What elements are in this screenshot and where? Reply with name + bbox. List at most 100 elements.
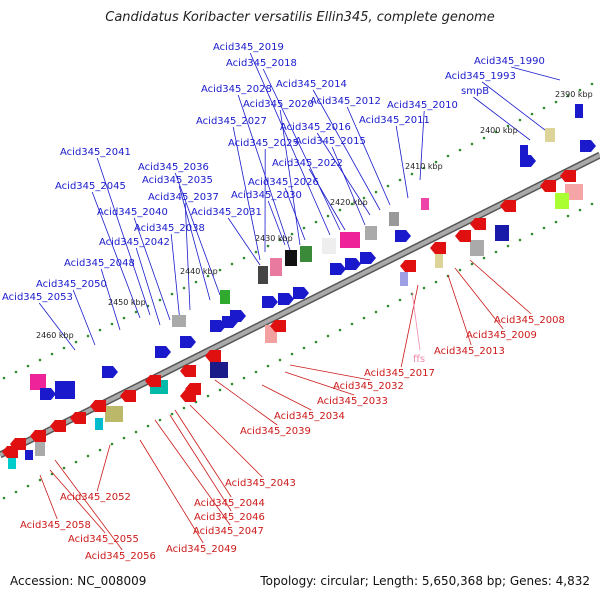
gene-arrow [400, 260, 416, 272]
track-dot [98, 448, 102, 452]
gene-arrow [230, 310, 246, 322]
gene-arrow [580, 140, 596, 152]
track-dot [422, 286, 426, 290]
track-dot [518, 118, 522, 122]
track-dot [386, 184, 390, 188]
track-dot [470, 262, 474, 266]
minus-gene-label: Acid345_2044 [194, 498, 265, 509]
track-dot [362, 316, 366, 320]
track-dot [206, 394, 210, 398]
plus-label-line [308, 168, 346, 231]
plus-label-line [473, 96, 531, 141]
gene-block [322, 238, 336, 254]
plus-label-line [249, 52, 331, 236]
track-dot [170, 412, 174, 416]
track-dot [146, 424, 150, 428]
track-dot [350, 322, 354, 326]
plus-label-line [178, 185, 211, 301]
minus-labels: Acid345_2008 Acid345_2009 Acid345_2013 Acid… [20, 315, 565, 562]
track-dot [530, 112, 534, 116]
minus-label-line [169, 414, 232, 512]
kbp-tick-label: 2450 kbp [108, 298, 146, 307]
gene-arrow [293, 287, 309, 299]
track-dot [398, 178, 402, 182]
kbp-tick-label: 2440 kbp [180, 267, 218, 276]
track-dot [38, 358, 42, 362]
plus-gene-label: Acid345_2035 [142, 175, 213, 186]
gene-block [389, 212, 399, 226]
gene-block [220, 290, 230, 304]
kbp-tick-label: 2430 kbp [255, 234, 293, 243]
gene-arrow [270, 320, 286, 332]
gene-features [2, 104, 596, 469]
track-dot [518, 238, 522, 242]
track-dot [314, 220, 318, 224]
track-dot [182, 286, 186, 290]
plus-label-line [72, 289, 96, 346]
gene-arrow [470, 218, 486, 230]
track-dot [326, 214, 330, 218]
plus-gene-label: Acid345_2027 [196, 116, 267, 127]
plus-gene-label: Acid345_2014 [276, 79, 347, 90]
plus-gene-label: Acid345_2010 [387, 100, 458, 111]
track-dot [494, 130, 498, 134]
gene-block [470, 240, 484, 256]
plus-label-line [331, 146, 366, 226]
minus-label-line [261, 384, 312, 411]
track-dot [578, 88, 582, 92]
plus-gene-label: Acid345_2050 [36, 279, 107, 290]
plus-label-line [237, 94, 291, 251]
minus-gene-label: Acid345_2033 [317, 396, 388, 407]
minus-gene-label: Acid345_2047 [193, 526, 264, 537]
minus-gene-label: Acid345_2039 [240, 426, 311, 437]
plus-label-line [91, 191, 141, 319]
plus-gene-label: Acid345_2031 [191, 207, 262, 218]
plus-label-line [284, 187, 306, 241]
gene-block [520, 145, 528, 157]
minus-gene-label: Acid345_2052 [60, 492, 131, 503]
minus-label-line [96, 444, 111, 492]
track-dot [134, 430, 138, 434]
track-dot [278, 358, 282, 362]
track-dot [482, 136, 486, 140]
track-dot [266, 244, 270, 248]
track-dot [302, 226, 306, 230]
plus-gene-label: Acid345_2042 [99, 237, 170, 248]
track-dot [458, 268, 462, 272]
track-dot [566, 94, 570, 98]
track-dot [326, 334, 330, 338]
track-dot [590, 202, 594, 206]
track-dot [290, 232, 294, 236]
track-dot [506, 244, 510, 248]
track-dot [254, 250, 258, 254]
gene-arrow [430, 242, 446, 254]
track-dot [446, 154, 450, 158]
minus-label-line [174, 409, 232, 498]
track-dot [254, 370, 258, 374]
track-dot [410, 172, 414, 176]
minus-label-line [154, 419, 231, 526]
track-dot [338, 208, 342, 212]
topology-text: Topology: circular; Length: 5,650,368 bp… [260, 574, 590, 588]
track-dot [86, 334, 90, 338]
minus-label-line [54, 459, 123, 551]
kbp-tick-label: 2390 kbp [555, 90, 593, 99]
plus-gene-label: Acid345_2015 [295, 136, 366, 147]
plus-gene-label: Acid345_2030 [231, 190, 302, 201]
plus-label-line [312, 89, 381, 211]
minus-gene-label: Acid345_2058 [20, 520, 91, 531]
track-dot [434, 160, 438, 164]
plus-label-line [419, 110, 425, 181]
plus-label-line [262, 68, 341, 231]
gene-arrow [90, 400, 106, 412]
plus-gene-label: Acid345_2022 [272, 158, 343, 169]
gene-block [270, 258, 282, 276]
kbp-tick-label: 2400 kbp [480, 126, 518, 135]
gene-arrow [70, 412, 86, 424]
gene-arrow [58, 384, 74, 396]
gene-arrow [345, 258, 361, 270]
plus-label-line [184, 202, 191, 311]
track-dot [350, 202, 354, 206]
gene-arrow [262, 296, 278, 308]
gene-arrow [40, 388, 56, 400]
